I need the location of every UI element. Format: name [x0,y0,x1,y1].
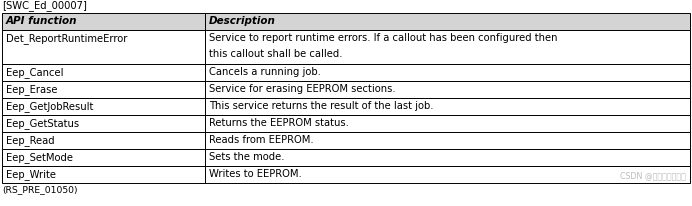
Text: CSDN @汽车电子嵌入式: CSDN @汽车电子嵌入式 [620,171,686,180]
Text: Eep_Erase: Eep_Erase [6,84,57,95]
Bar [2,30,205,64]
Bar [205,81,690,98]
Text: Det_ReportRuntimeError: Det_ReportRuntimeError [6,33,127,44]
Text: this callout shall be called.: this callout shall be called. [209,49,343,59]
Text: Eep_GetStatus: Eep_GetStatus [6,118,79,129]
Text: Service for erasing EEPROM sections.: Service for erasing EEPROM sections. [209,84,396,94]
Bar [2,115,205,132]
Bar [2,98,205,115]
Text: Cancels a running job.: Cancels a running job. [209,67,321,77]
Text: Reads from EEPROM.: Reads from EEPROM. [209,135,313,145]
Text: Returns the EEPROM status.: Returns the EEPROM status. [209,118,349,128]
Text: Description: Description [209,16,276,26]
Bar [205,64,690,81]
Text: [SWC_Ed_00007]: [SWC_Ed_00007] [2,0,87,11]
Text: Service to report runtime errors. If a callout has been configured then: Service to report runtime errors. If a c… [209,33,558,43]
Text: API function: API function [6,16,78,26]
Bar [205,132,690,149]
Bar [205,98,690,115]
Bar [2,81,205,98]
Text: Writes to EEPROM.: Writes to EEPROM. [209,169,302,179]
Bar [2,13,205,30]
Bar [205,166,690,183]
Text: (RS_PRE_01050): (RS_PRE_01050) [2,185,78,194]
Bar [205,30,690,64]
Bar [205,115,690,132]
Text: Sets the mode.: Sets the mode. [209,152,284,162]
Text: Eep_SetMode: Eep_SetMode [6,152,73,163]
Bar [205,149,690,166]
Bar [2,64,205,81]
Text: Eep_Read: Eep_Read [6,135,55,146]
Bar [2,132,205,149]
Bar [205,13,690,30]
Bar [2,149,205,166]
Text: This service returns the result of the last job.: This service returns the result of the l… [209,101,433,111]
Text: Eep_Cancel: Eep_Cancel [6,67,64,78]
Text: Eep_Write: Eep_Write [6,169,56,180]
Text: Eep_GetJobResult: Eep_GetJobResult [6,101,93,112]
Bar [2,166,205,183]
